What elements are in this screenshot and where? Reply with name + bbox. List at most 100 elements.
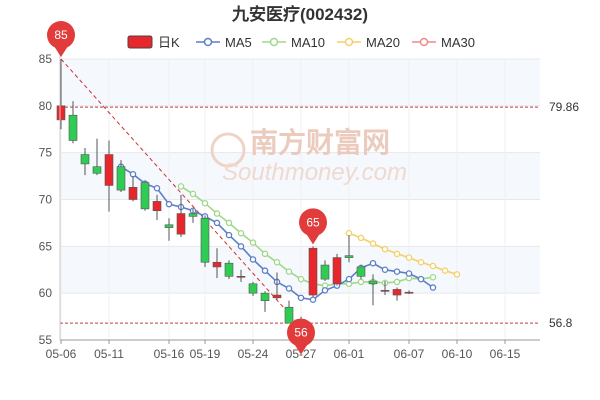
ma5-point <box>309 296 317 303</box>
candle-body <box>152 201 162 212</box>
candle-body <box>68 114 78 141</box>
candle-body <box>368 280 378 285</box>
candle <box>176 194 186 237</box>
ma10-point <box>273 259 281 266</box>
ma10-point <box>429 273 437 281</box>
candle <box>308 246 318 297</box>
legend-item-ma30[interactable]: MA30 <box>412 35 475 50</box>
candle <box>164 218 174 241</box>
legend-item-ma5[interactable]: MA5 <box>196 35 252 50</box>
ma5-point <box>153 185 161 192</box>
price-marker-pin <box>54 46 68 57</box>
markers: 85 56 65 <box>47 21 327 355</box>
x-tick-label: 06-07 <box>394 347 425 361</box>
ma10-point <box>213 210 221 217</box>
candle-body <box>332 257 342 285</box>
grid-band <box>60 152 540 200</box>
reference-line-label: 79.86 <box>549 100 579 114</box>
x-tick-label: 06-15 <box>490 347 521 361</box>
candle-body <box>320 264 330 280</box>
candle <box>68 101 78 144</box>
x-tick-label: 05-24 <box>238 347 269 361</box>
price-marker-bubble <box>287 318 315 347</box>
price-marker: 85 <box>47 21 75 57</box>
candle-body <box>284 306 294 324</box>
ma10-point <box>225 219 233 227</box>
candle-body <box>128 187 138 200</box>
candle <box>392 287 402 301</box>
candle <box>284 300 294 324</box>
legend-dot-ma5 <box>203 37 213 47</box>
grid <box>60 58 540 341</box>
ma5-point <box>213 219 221 227</box>
ma5-point <box>381 266 389 273</box>
candle <box>80 147 90 176</box>
candle <box>152 194 162 221</box>
legend-dot-ma20 <box>344 37 354 47</box>
legend-label-ma30: MA30 <box>441 35 475 50</box>
legend-label-ma10: MA10 <box>291 35 325 50</box>
grid-band <box>60 246 540 294</box>
candle <box>116 160 126 193</box>
candle-body <box>344 255 354 258</box>
ma5-point <box>129 170 137 178</box>
ma20-point <box>393 250 401 258</box>
y-tick-label: 80 <box>39 99 53 113</box>
candle <box>200 215 210 267</box>
legend: 日K MA5 MA10 MA20 MA30 <box>127 35 475 50</box>
candle <box>320 260 330 281</box>
candle <box>404 290 414 295</box>
ma10-point <box>237 229 245 237</box>
ma10-point <box>249 239 257 246</box>
ma20-point <box>405 254 413 261</box>
candle <box>380 280 390 296</box>
candle <box>344 235 354 263</box>
candle <box>212 248 222 279</box>
ma5-point <box>249 256 257 263</box>
price-marker-pin <box>306 233 320 245</box>
ma10-point <box>189 190 197 198</box>
candle <box>56 59 66 130</box>
legend-item-ma10[interactable]: MA10 <box>262 35 325 50</box>
grid-band <box>60 59 540 106</box>
ma10-point <box>393 278 401 286</box>
ma20-point <box>381 245 389 253</box>
y-tick-label: 60 <box>39 286 53 300</box>
ma20-point <box>453 271 461 278</box>
y-tick-label: 75 <box>39 146 53 160</box>
candle <box>356 265 366 280</box>
ma10-line <box>180 185 434 287</box>
legend-item-ma20[interactable]: MA20 <box>337 35 400 50</box>
candle-body <box>404 291 414 294</box>
chart-title: 九安医疗(002432) <box>231 4 368 24</box>
candle <box>260 291 270 312</box>
reference-line-label: 56.8 <box>549 316 573 330</box>
candle <box>236 269 246 282</box>
ma5-point <box>405 270 413 277</box>
watermark-logo-icon <box>210 132 246 168</box>
candle-body <box>392 289 402 296</box>
candle-body <box>164 224 174 228</box>
ma5-point <box>261 267 269 274</box>
ma5-point <box>393 268 401 275</box>
y-tick-label: 55 <box>39 333 53 347</box>
candle <box>224 260 234 280</box>
legend-label-candle: 日K <box>158 35 180 50</box>
candle-body <box>248 283 258 294</box>
candle-body <box>236 276 246 278</box>
ma30-line <box>60 58 302 328</box>
y-tick-label: 70 <box>39 193 53 207</box>
x-tick-label: 06-01 <box>334 347 365 361</box>
ma5-point <box>297 294 305 302</box>
candle <box>188 208 198 223</box>
candle-body <box>116 166 126 191</box>
price-marker-bubble <box>299 208 327 237</box>
candle <box>128 176 138 202</box>
legend-swatch-candle <box>127 35 153 49</box>
watermark-en: Southmoney.com <box>222 159 407 186</box>
candle-body <box>92 166 102 174</box>
ma10-point <box>261 250 269 258</box>
legend-item-candle[interactable]: 日K <box>127 35 180 50</box>
ma20-line <box>348 232 458 276</box>
